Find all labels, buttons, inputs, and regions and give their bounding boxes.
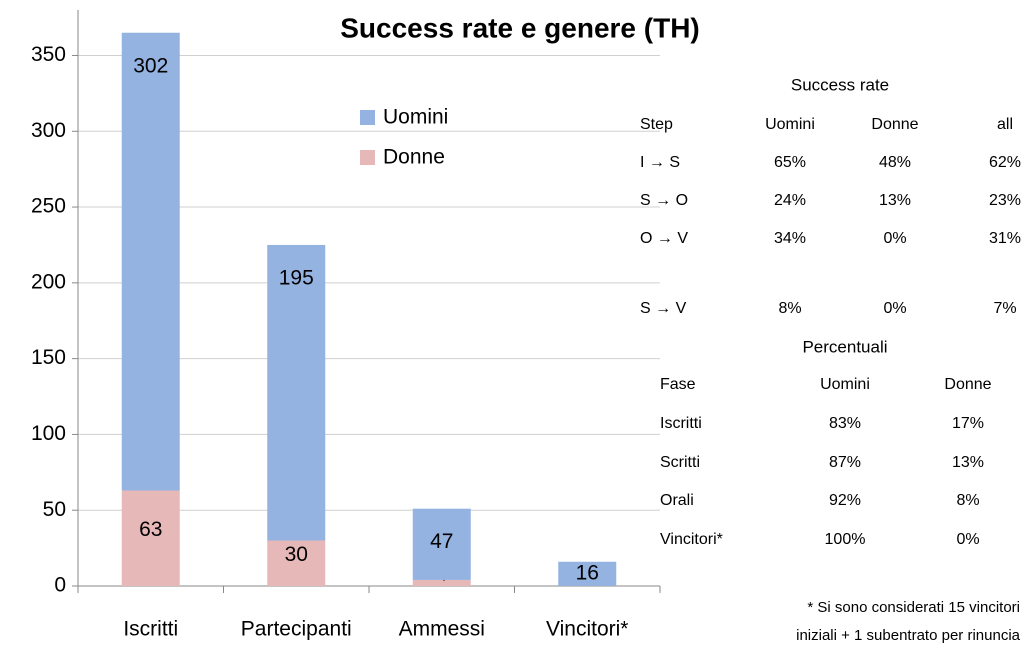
bar-segment xyxy=(121,490,180,586)
x-tick-label: Vincitori* xyxy=(546,618,628,641)
footnote: * Si sono considerati 15 vincitori xyxy=(807,599,1020,616)
table-cell: 23% xyxy=(989,192,1021,209)
y-tick-label: 200 xyxy=(31,270,66,293)
table-cell: O → V xyxy=(640,230,688,247)
table-cell: 7% xyxy=(993,300,1016,317)
table-cell: 83% xyxy=(829,415,861,432)
table-cell: Vincitori* xyxy=(660,531,723,548)
table-cell: 92% xyxy=(829,492,861,509)
table-cell: 87% xyxy=(829,454,861,471)
table-header: Donne xyxy=(871,116,918,133)
footnote: iniziali + 1 subentrato per rinuncia xyxy=(796,627,1021,644)
table-cell: 24% xyxy=(774,192,806,209)
data-label: 195 xyxy=(279,266,314,289)
table-cell: 13% xyxy=(879,192,911,209)
y-tick-label: 0 xyxy=(54,574,66,597)
table-cell: Orali xyxy=(660,492,694,509)
table-cell: 34% xyxy=(774,230,806,247)
table-cell: 0% xyxy=(956,531,979,548)
y-tick-label: 50 xyxy=(43,498,66,521)
table-cell: 100% xyxy=(825,531,866,548)
bar-segment xyxy=(412,508,471,580)
y-tick-label: 150 xyxy=(31,346,66,369)
legend-swatch xyxy=(360,150,375,165)
bar-segment xyxy=(121,32,180,491)
table-title: Success rate xyxy=(791,75,889,94)
bar-segment xyxy=(267,244,326,541)
table-background xyxy=(662,60,1026,580)
table-cell: Scritti xyxy=(660,454,700,471)
table-cell: 0% xyxy=(883,300,906,317)
x-tick-label: Partecipanti xyxy=(241,618,352,641)
bar-segment xyxy=(412,579,471,586)
table-header: Fase xyxy=(660,376,696,393)
table-header: Uomini xyxy=(765,116,815,133)
data-label: 16 xyxy=(576,561,599,584)
table-cell: 62% xyxy=(989,154,1021,171)
y-tick-label: 300 xyxy=(31,119,66,142)
table-header: Donne xyxy=(944,376,991,393)
table-cell: Iscritti xyxy=(660,415,702,432)
legend-swatch xyxy=(360,110,375,125)
table-cell: 65% xyxy=(774,154,806,171)
table-header: Step xyxy=(640,116,673,133)
y-tick-label: 100 xyxy=(31,422,66,445)
y-tick-label: 250 xyxy=(31,195,66,218)
table-cell: I → S xyxy=(640,154,680,171)
data-label: 63 xyxy=(139,518,162,541)
bar-segment xyxy=(558,561,617,586)
table-cell: 0% xyxy=(883,230,906,247)
x-tick-label: Ammessi xyxy=(399,618,485,641)
table-cell: 48% xyxy=(879,154,911,171)
data-label: 47 xyxy=(430,530,453,553)
data-label: 302 xyxy=(133,54,168,77)
table-header: all xyxy=(997,116,1013,133)
table-cell: S → O xyxy=(640,192,688,209)
legend-label: Uomini xyxy=(383,106,448,129)
table-cell: 8% xyxy=(778,300,801,317)
table-cell: 17% xyxy=(952,415,984,432)
x-tick-label: Iscritti xyxy=(123,618,178,641)
table-header: Uomini xyxy=(820,376,870,393)
table-cell: 31% xyxy=(989,230,1021,247)
data-label: 30 xyxy=(285,543,308,566)
legend-label: Donne xyxy=(383,146,445,169)
table-title: Percentuali xyxy=(802,337,887,356)
table-cell: 13% xyxy=(952,454,984,471)
table-cell: 8% xyxy=(956,492,979,509)
y-tick-label: 350 xyxy=(31,43,66,66)
bar-segment xyxy=(267,540,326,586)
chart-title: Success rate e genere (TH) xyxy=(340,12,700,43)
table-cell: S → V xyxy=(640,300,687,317)
